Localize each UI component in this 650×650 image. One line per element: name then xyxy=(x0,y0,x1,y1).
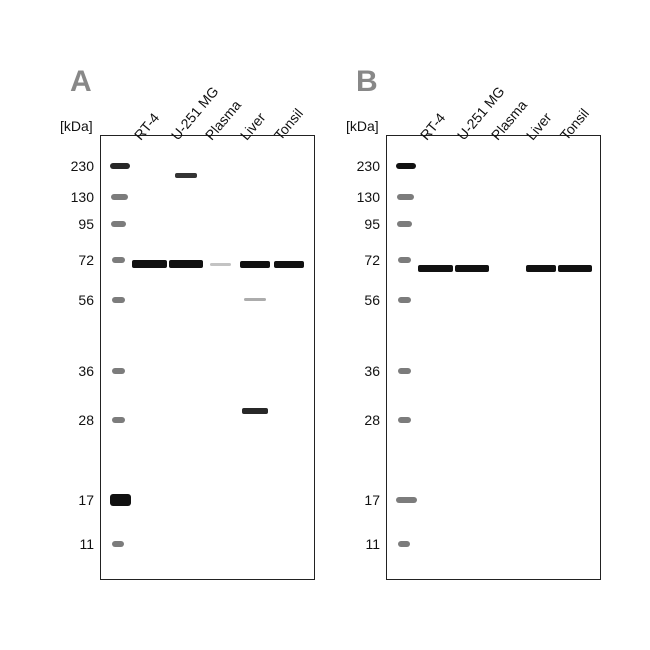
ladder-band-72 xyxy=(112,257,126,263)
ladder-band-130 xyxy=(111,194,128,200)
ladder-band-72 xyxy=(398,257,412,263)
unit-label-B: [kDa] xyxy=(346,118,379,134)
ladder-band-56 xyxy=(398,297,412,303)
ladder-band-17 xyxy=(110,494,132,506)
ladder-band-95 xyxy=(397,221,412,227)
marker-tick-36: 36 xyxy=(68,363,94,379)
band-B-1 xyxy=(455,265,489,272)
marker-tick-95: 95 xyxy=(68,216,94,232)
band-B-0 xyxy=(418,265,452,272)
ladder-band-28 xyxy=(112,417,125,423)
panel-B-letter: B xyxy=(356,65,378,99)
band-A-6 xyxy=(244,298,266,301)
marker-tick-95: 95 xyxy=(354,216,380,232)
band-A-7 xyxy=(274,261,304,268)
unit-label-A: [kDa] xyxy=(60,118,93,134)
marker-tick-56: 56 xyxy=(354,292,380,308)
ladder-band-28 xyxy=(398,417,411,423)
ladder-band-36 xyxy=(112,368,125,374)
figure-root: A B [kDa] [kDa] 23013095725636281711RT-4… xyxy=(30,30,620,620)
blot-panel-B xyxy=(386,135,601,580)
marker-tick-36: 36 xyxy=(354,363,380,379)
ladder-band-11 xyxy=(112,541,124,547)
marker-tick-130: 130 xyxy=(354,189,380,205)
marker-tick-11: 11 xyxy=(68,536,94,552)
ladder-band-230 xyxy=(110,163,129,169)
band-B-2 xyxy=(526,265,556,272)
ladder-band-17 xyxy=(396,497,418,503)
ladder-band-130 xyxy=(397,194,414,200)
marker-tick-11: 11 xyxy=(354,536,380,552)
marker-tick-72: 72 xyxy=(354,252,380,268)
marker-tick-230: 230 xyxy=(354,158,380,174)
marker-tick-28: 28 xyxy=(354,412,380,428)
ladder-band-95 xyxy=(111,221,126,227)
marker-tick-230: 230 xyxy=(68,158,94,174)
marker-tick-56: 56 xyxy=(68,292,94,308)
band-A-2 xyxy=(175,173,197,178)
ladder-band-11 xyxy=(398,541,410,547)
marker-tick-17: 17 xyxy=(354,492,380,508)
marker-tick-17: 17 xyxy=(68,492,94,508)
band-A-0 xyxy=(132,260,166,268)
band-A-5 xyxy=(242,408,268,414)
band-A-3 xyxy=(210,263,232,266)
marker-tick-28: 28 xyxy=(68,412,94,428)
band-A-1 xyxy=(169,260,203,268)
ladder-band-230 xyxy=(396,163,415,169)
panel-A-letter: A xyxy=(70,65,92,99)
ladder-band-36 xyxy=(398,368,411,374)
marker-tick-72: 72 xyxy=(68,252,94,268)
band-B-3 xyxy=(558,265,592,272)
marker-tick-130: 130 xyxy=(68,189,94,205)
ladder-band-56 xyxy=(112,297,126,303)
band-A-4 xyxy=(240,261,270,268)
blot-panel-A xyxy=(100,135,315,580)
